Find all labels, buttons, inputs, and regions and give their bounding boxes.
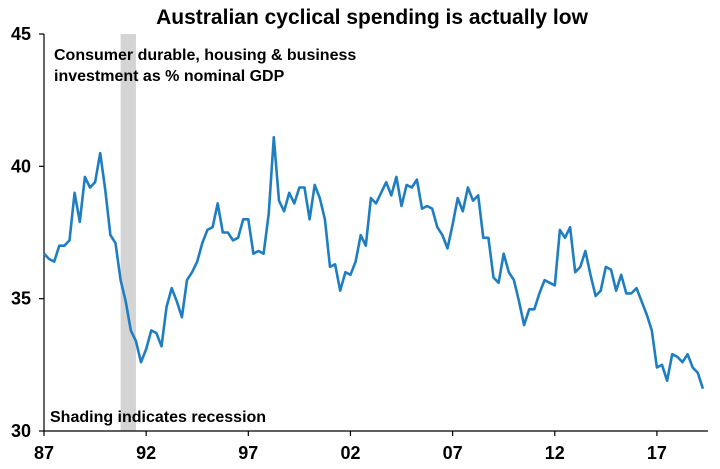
- y-tick-label: 35: [11, 289, 31, 309]
- y-tick-label: 45: [11, 24, 31, 44]
- x-tick-label: 17: [647, 443, 667, 463]
- x-tick-label: 07: [443, 443, 463, 463]
- subtitle-line-2: investment as % nominal GDP: [54, 68, 285, 85]
- recession-annotation: Shading indicates recession: [50, 409, 266, 426]
- x-tick-label: 97: [238, 443, 258, 463]
- series-line: [43, 135, 705, 390]
- y-tick-label: 40: [11, 156, 31, 176]
- x-tick-label: 92: [136, 443, 156, 463]
- recession-shading: [120, 34, 136, 431]
- y-tick-label: 30: [11, 421, 31, 441]
- x-tick-label: 87: [34, 443, 54, 463]
- x-tick-label: 02: [340, 443, 360, 463]
- x-tick-label: 12: [545, 443, 565, 463]
- chart-title: Australian cyclical spending is actually…: [156, 6, 588, 29]
- subtitle-line-1: Consumer durable, housing & business: [54, 47, 356, 64]
